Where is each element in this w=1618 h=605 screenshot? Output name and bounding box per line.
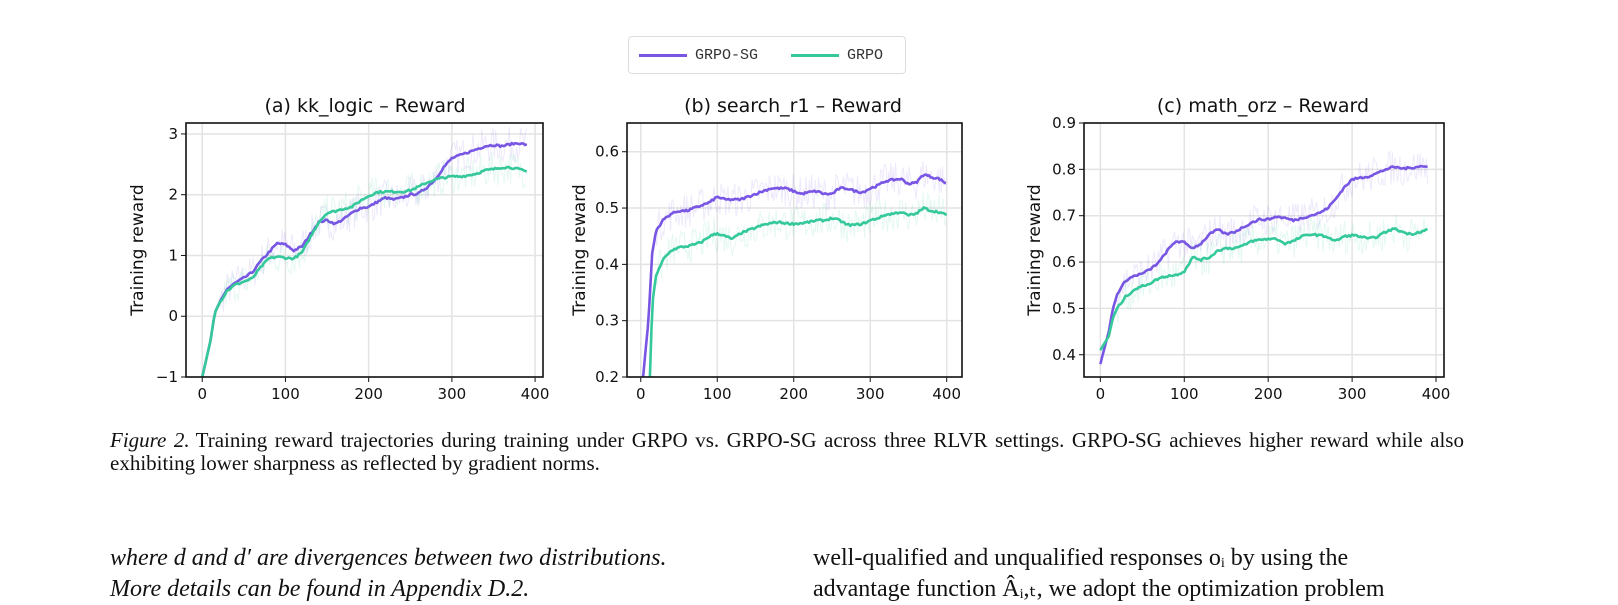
y-tick-label: 0.5 — [1052, 299, 1076, 317]
y-axis-label: Training reward — [570, 184, 590, 316]
y-tick-label: 3 — [168, 125, 178, 143]
chart-title: (a) kk_logic – Reward — [264, 95, 465, 117]
series-line-grpo-sg — [641, 173, 947, 377]
series-line-grpo-sg — [1099, 164, 1428, 365]
figure-caption: Figure 2. Training reward trajectories du… — [110, 429, 1464, 475]
series-line-grpo — [200, 165, 528, 377]
x-tick-label: 400 — [1422, 385, 1451, 403]
figure-charts: 0 100 200 300 400 −1 0 1 2 3 (a) kk_logic – Reward… — [128, 95, 1450, 403]
x-tick-label: 300 — [438, 385, 467, 403]
chart-panel-2: 0 100 200 300 400 0.2 0.3 0.4 0.5 0.6 (b) search_r… — [570, 95, 963, 403]
x-tick-label: 200 — [354, 385, 383, 403]
x-tick-label: 200 — [779, 385, 808, 403]
y-tick-label: 0.7 — [1052, 207, 1076, 225]
chart-panel-3: 0 100 200 300 400 0.4 0.5 0.6 0.7 0.8 0.9 (c) math_… — [1025, 95, 1450, 403]
y-tick-label: 0.4 — [1052, 346, 1076, 364]
legend-item-grpo: GRPO — [791, 45, 883, 65]
y-tick-label: 0.2 — [595, 368, 619, 386]
x-tick-label: 300 — [1338, 385, 1367, 403]
chart-title: (b) search_r1 – Reward — [684, 95, 902, 117]
y-axis-label: Training reward — [128, 184, 148, 316]
legend: GRPO-SG GRPO — [628, 36, 906, 74]
chart-panel-1: 0 100 200 300 400 −1 0 1 2 3 (a) kk_logic – Reward… — [128, 95, 549, 403]
y-tick-label: 2 — [168, 186, 178, 204]
y-tick-label: 1 — [168, 246, 178, 264]
x-tick-label: 100 — [703, 385, 732, 403]
body-line: More details can be found in Appendix D.… — [110, 576, 530, 602]
axes-frame — [1083, 122, 1445, 378]
body-line: advantage function Âᵢ,ₜ, we adopt the op… — [813, 576, 1385, 602]
y-tick-label: 0.8 — [1052, 160, 1076, 178]
y-tick-label: 0.5 — [595, 199, 619, 217]
y-tick-label: 0.6 — [595, 143, 619, 161]
y-tick-label: 0.9 — [1052, 114, 1076, 132]
body-line: well-qualified and unqualified responses… — [813, 545, 1349, 571]
x-tick-label: 400 — [521, 385, 550, 403]
legend-swatch-grpo-sg — [639, 53, 687, 57]
chart-title: (c) math_orz – Reward — [1157, 95, 1369, 117]
series-line-grpo — [1099, 227, 1428, 351]
body-line: where d and d′ are divergences between t… — [110, 545, 667, 571]
y-tick-label: 0.6 — [1052, 253, 1076, 271]
series-raw-grpo-sg — [642, 161, 947, 377]
series-raw-grpo — [1099, 214, 1428, 352]
x-tick-label: 0 — [1096, 385, 1106, 403]
series-raw-grpo-sg — [202, 126, 528, 377]
series-line-grpo-sg — [200, 141, 528, 377]
x-tick-label: 100 — [1170, 385, 1199, 403]
x-tick-label: 300 — [856, 385, 885, 403]
series-line-grpo — [648, 206, 948, 377]
axes-frame — [626, 122, 963, 378]
axes-frame — [185, 122, 544, 378]
y-tick-label: 0.3 — [595, 312, 619, 330]
x-tick-label: 400 — [932, 385, 961, 403]
legend-label: GRPO-SG — [695, 46, 759, 64]
legend-label: GRPO — [847, 46, 884, 64]
y-tick-label: 0 — [168, 307, 178, 325]
x-tick-label: 0 — [636, 385, 646, 403]
legend-swatch-grpo — [791, 53, 839, 57]
y-axis-label: Training reward — [1025, 184, 1045, 316]
x-tick-label: 100 — [271, 385, 300, 403]
caption-text: Training reward trajectories during trai… — [110, 428, 1464, 475]
series-raw-grpo-sg — [1099, 150, 1429, 367]
x-tick-label: 200 — [1254, 385, 1283, 403]
series-raw-grpo — [649, 192, 947, 377]
y-tick-label: 0.4 — [595, 255, 619, 273]
body-left-column: where d and d′ are divergences between t… — [110, 543, 770, 605]
x-tick-label: 0 — [197, 385, 207, 403]
legend-item-grpo-sg: GRPO-SG — [639, 45, 758, 65]
caption-label: Figure 2. — [110, 428, 190, 452]
y-tick-label: −1 — [156, 368, 178, 386]
series-raw-grpo — [201, 151, 528, 375]
